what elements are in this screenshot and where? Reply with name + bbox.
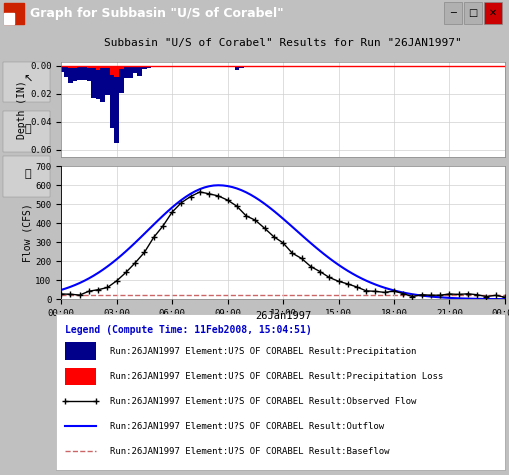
Bar — [96, 66, 100, 99]
FancyBboxPatch shape — [3, 62, 50, 103]
Bar — [109, 66, 114, 128]
Text: Run:26JAN1997 Element:U?S OF CORABEL Result:Precipitation Loss: Run:26JAN1997 Element:U?S OF CORABEL Res… — [110, 372, 442, 380]
Bar — [59, 66, 64, 72]
Bar — [87, 66, 91, 67]
Text: Graph for Subbasin "U/S of Corabel": Graph for Subbasin "U/S of Corabel" — [30, 7, 283, 19]
FancyBboxPatch shape — [3, 156, 50, 197]
FancyBboxPatch shape — [4, 3, 24, 23]
FancyBboxPatch shape — [4, 13, 14, 23]
Text: 26Jan1997: 26Jan1997 — [254, 311, 310, 321]
Bar — [91, 66, 96, 68]
Text: Run:26JAN1997 Element:U?S OF CORABEL Result:Precipitation: Run:26JAN1997 Element:U?S OF CORABEL Res… — [110, 347, 415, 356]
Text: Run:26JAN1997 Element:U?S OF CORABEL Result:Outflow: Run:26JAN1997 Element:U?S OF CORABEL Res… — [110, 422, 383, 431]
Text: 🔍: 🔍 — [25, 124, 31, 134]
Text: 🖨: 🖨 — [25, 169, 31, 179]
Text: ─: ─ — [449, 8, 455, 18]
FancyBboxPatch shape — [463, 2, 481, 24]
Bar — [147, 66, 151, 68]
Bar — [142, 66, 147, 69]
Bar — [137, 66, 142, 67]
Bar — [123, 66, 128, 78]
Bar — [64, 66, 68, 67]
Bar — [96, 66, 100, 70]
Bar — [132, 66, 137, 73]
Bar — [234, 66, 239, 70]
FancyBboxPatch shape — [483, 2, 501, 24]
Bar — [65, 368, 96, 385]
Bar — [114, 66, 119, 143]
Bar — [119, 66, 123, 69]
Text: Subbasin "U/S of Corabel" Results for Run "26JAN1997": Subbasin "U/S of Corabel" Results for Ru… — [104, 38, 461, 48]
Y-axis label: Flow (CFS): Flow (CFS) — [22, 203, 33, 262]
Bar — [105, 66, 109, 67]
Bar — [82, 66, 87, 80]
Bar — [77, 66, 82, 67]
Text: □: □ — [467, 8, 477, 18]
Y-axis label: Depth (IN): Depth (IN) — [17, 80, 27, 139]
Bar — [82, 66, 87, 67]
Bar — [100, 66, 105, 102]
Bar — [137, 66, 142, 76]
Bar — [128, 66, 132, 78]
Bar — [239, 66, 243, 68]
Bar — [77, 66, 82, 80]
Bar — [119, 66, 123, 93]
Bar — [73, 66, 77, 68]
Bar — [114, 66, 119, 77]
Bar — [91, 66, 96, 98]
Bar — [68, 66, 73, 83]
Text: Run:26JAN1997 Element:U?S OF CORABEL Result:Observed Flow: Run:26JAN1997 Element:U?S OF CORABEL Res… — [110, 397, 415, 406]
Bar — [87, 66, 91, 81]
Text: Legend (Compute Time: 11Feb2008, 15:04:51): Legend (Compute Time: 11Feb2008, 15:04:5… — [65, 324, 311, 334]
Bar — [123, 66, 128, 67]
Text: ↖: ↖ — [23, 75, 33, 85]
FancyBboxPatch shape — [443, 2, 461, 24]
FancyBboxPatch shape — [3, 112, 50, 152]
Bar — [105, 66, 109, 95]
Bar — [64, 66, 68, 76]
Text: ✕: ✕ — [488, 8, 496, 18]
Bar — [100, 66, 105, 68]
Text: Run:26JAN1997 Element:U?S OF CORABEL Result:Baseflow: Run:26JAN1997 Element:U?S OF CORABEL Res… — [110, 447, 389, 456]
Bar — [73, 66, 77, 81]
Bar — [65, 342, 96, 360]
Bar — [109, 66, 114, 75]
Bar — [68, 66, 73, 67]
Bar — [132, 66, 137, 67]
